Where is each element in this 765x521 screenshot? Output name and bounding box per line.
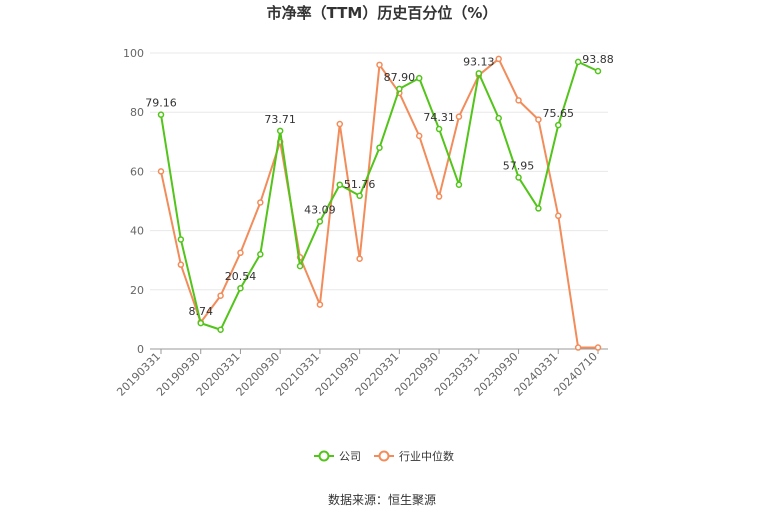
series-line <box>160 57 598 349</box>
data-label: 79.16 <box>145 97 177 110</box>
data-point <box>435 125 443 133</box>
data-point <box>415 74 423 82</box>
data-label: 74.31 <box>423 111 455 124</box>
chart-title: 市净率（TTM）历史百分位（%） <box>267 4 498 22</box>
data-point <box>356 255 363 262</box>
source-note: 数据来源：恒生聚源 <box>328 492 436 507</box>
data-point <box>336 120 344 128</box>
y-tick-label: 40 <box>130 225 144 238</box>
legend-label: 行业中位数 <box>399 449 454 463</box>
data-point <box>495 114 502 122</box>
legend-item[interactable]: 公司 <box>314 450 361 463</box>
grid-layer <box>150 52 608 291</box>
y-tick-label: 20 <box>130 284 144 297</box>
data-point <box>455 181 463 188</box>
data-point <box>157 111 165 118</box>
series-layer <box>157 55 602 351</box>
data-label: 93.13 <box>463 55 495 68</box>
data-label: 57.95 <box>503 159 535 172</box>
data-point <box>177 261 185 268</box>
y-tick-label: 80 <box>130 106 144 119</box>
data-point <box>396 85 403 93</box>
y-tick-label: 60 <box>130 165 144 178</box>
data-label: 8.74 <box>188 305 213 318</box>
data-point <box>257 251 264 258</box>
legend[interactable]: 公司 行业中位数 <box>314 449 454 463</box>
data-point <box>594 344 602 351</box>
data-point <box>515 174 522 181</box>
data-point <box>217 292 224 299</box>
data-point <box>515 97 522 104</box>
data-point <box>157 168 165 175</box>
data-label: 93.88 <box>582 53 614 66</box>
data-point <box>197 319 204 327</box>
data-label-layer: 79.16 8.74 20.54 73.71 43.09 51.76 87.90 74.31 9… <box>145 53 614 318</box>
data-point <box>217 326 224 334</box>
data-point <box>356 192 363 200</box>
data-point <box>574 344 582 351</box>
y-tick-label: 100 <box>123 47 144 60</box>
legend-swatch-marker <box>378 450 390 462</box>
data-point <box>296 262 304 270</box>
data-label: 73.71 <box>264 113 296 126</box>
data-label: 75.65 <box>543 107 575 120</box>
data-point <box>574 58 582 66</box>
data-point <box>455 113 463 120</box>
data-point <box>555 121 562 129</box>
data-label: 51.76 <box>344 178 376 191</box>
data-point <box>276 127 284 135</box>
data-point <box>415 132 423 140</box>
legend-item[interactable]: 行业中位数 <box>374 449 454 463</box>
data-point <box>475 70 483 77</box>
data-point <box>376 144 383 151</box>
data-point <box>336 181 344 188</box>
data-point <box>535 116 542 123</box>
data-label: 20.54 <box>225 270 257 283</box>
legend-swatch-marker <box>318 450 330 462</box>
data-label: 87.90 <box>384 71 416 84</box>
axis-layer: 0204060801002019033120190930202003312020… <box>114 47 608 399</box>
y-tick-label: 0 <box>137 343 144 356</box>
data-point <box>495 55 502 63</box>
data-point <box>555 212 562 220</box>
data-point <box>237 284 244 292</box>
data-point <box>237 249 244 257</box>
data-point <box>257 199 264 206</box>
data-label: 43.09 <box>304 203 336 216</box>
data-point <box>316 301 324 308</box>
data-point <box>376 61 383 69</box>
data-point <box>535 205 542 212</box>
data-point <box>435 193 443 200</box>
data-point <box>316 218 324 225</box>
x-tick-label: 20240710 <box>551 350 600 399</box>
legend-label: 公司 <box>339 450 361 463</box>
data-point <box>594 67 602 75</box>
data-point <box>177 236 185 243</box>
